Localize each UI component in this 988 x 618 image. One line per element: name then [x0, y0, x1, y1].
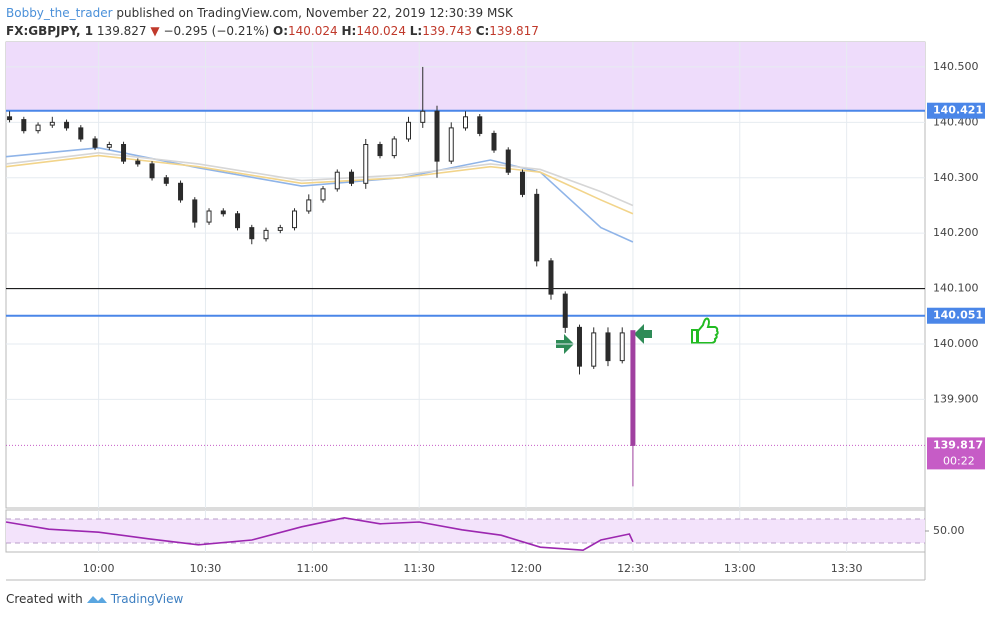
candle-body	[576, 326, 582, 367]
candle-body	[206, 210, 212, 223]
x-tick-label: 10:30	[190, 562, 222, 575]
candle-body	[477, 116, 483, 134]
l-label: L:	[409, 24, 423, 38]
y-tick-label: 140.200	[933, 226, 979, 239]
last-price-tag	[927, 437, 985, 470]
countdown: 00:22	[943, 454, 975, 467]
x-tick-label: 12:30	[617, 562, 649, 575]
published: published on TradingView.com, November 2…	[116, 6, 513, 20]
footer: Created with TradingView	[6, 592, 183, 606]
y-tick-label: 50.00	[933, 524, 965, 537]
c-label: C:	[475, 24, 490, 38]
y-tick-label: 139.900	[933, 392, 979, 405]
candle-body	[320, 188, 326, 201]
line-series	[5, 516, 634, 552]
candle-body	[78, 127, 84, 140]
y-tick-label: 140.100	[933, 282, 979, 295]
candle-body	[491, 132, 497, 151]
x-tick-label: 13:00	[724, 562, 756, 575]
o-value: 140.024	[288, 24, 338, 38]
candle-body	[630, 330, 636, 446]
candle-body	[562, 293, 568, 328]
candle-body	[277, 227, 283, 231]
candle-body	[263, 229, 269, 240]
level-tag	[927, 102, 985, 119]
candle-body	[391, 138, 397, 157]
candle-body	[135, 160, 141, 165]
created-with: Created with	[6, 592, 83, 606]
candle-body	[363, 144, 369, 184]
candle-body	[121, 144, 127, 162]
x-tick-label: 11:00	[296, 562, 328, 575]
chart: 139.900 140.000 140.100 140.200 140.300 140.4…	[5, 41, 985, 581]
x-tick-label: 10:00	[83, 562, 115, 575]
candle-body	[306, 199, 312, 212]
candle-body	[434, 110, 440, 162]
symbol: FX:GBPJPY, 1	[6, 24, 94, 38]
candle-body	[534, 193, 540, 262]
y-tick-label: 140.500	[933, 60, 979, 73]
candle-body	[292, 210, 298, 229]
candle-body	[192, 199, 198, 223]
level-label: 140.051	[933, 309, 983, 322]
brand[interactable]: TradingView	[110, 592, 184, 606]
level-tag	[927, 307, 985, 324]
l-value: 139.743	[422, 24, 472, 38]
candle-body	[548, 260, 554, 295]
candle-body	[7, 116, 13, 121]
x-tick-label: 12:00	[510, 562, 542, 575]
candle-body	[463, 116, 468, 129]
x-tick-label: 11:30	[403, 562, 435, 575]
candle-body	[220, 210, 226, 215]
candle-body	[406, 121, 412, 140]
candle-body	[149, 163, 155, 179]
o-label: O:	[273, 24, 289, 38]
candle-body	[448, 127, 454, 162]
h-label: H:	[341, 24, 357, 38]
logo	[86, 596, 107, 603]
candle-body	[249, 227, 255, 240]
candle-body	[178, 182, 184, 201]
x-tick-label: 13:30	[831, 562, 863, 575]
candle-body	[349, 171, 355, 184]
candle-body	[235, 213, 241, 229]
thumbs-up	[691, 317, 719, 344]
candle-body	[519, 171, 525, 195]
h-value: 140.024	[356, 24, 406, 38]
candle-body	[334, 171, 340, 190]
candle-body	[163, 177, 169, 184]
candle-body	[92, 138, 98, 148]
line-series	[5, 154, 634, 215]
change: −0.295 (−0.21%)	[163, 24, 270, 38]
arrow-left	[634, 324, 652, 344]
last-price-label: 139.817	[933, 438, 983, 451]
candle-body	[505, 149, 511, 173]
level-label: 140.421	[933, 104, 983, 117]
candle-body	[35, 124, 41, 132]
y-tick-label: 140.300	[933, 171, 979, 184]
candle-body	[591, 332, 597, 367]
quote-line: FX:GBPJPY, 1 139.827 ▼ −0.295 (−0.21%) O…	[6, 22, 539, 40]
candle-body	[605, 332, 611, 362]
candle-body	[21, 119, 27, 132]
last: 139.827	[96, 24, 147, 38]
candle-body	[420, 110, 426, 123]
line-series	[5, 152, 634, 207]
candle-body	[106, 144, 112, 148]
candle-body	[64, 121, 70, 129]
candle-body	[377, 144, 383, 157]
header: Bobby_the_trader published on TradingVie…	[6, 4, 539, 40]
publish-line: Bobby_the_trader published on TradingVie…	[6, 4, 539, 22]
candle-body	[49, 121, 55, 126]
y-tick-label: 140.000	[933, 337, 979, 350]
arrow: ▼	[150, 24, 160, 38]
candle-body	[619, 332, 625, 362]
zone	[6, 42, 925, 111]
author[interactable]: Bobby_the_trader	[6, 6, 113, 20]
c-value: 139.817	[489, 24, 539, 38]
